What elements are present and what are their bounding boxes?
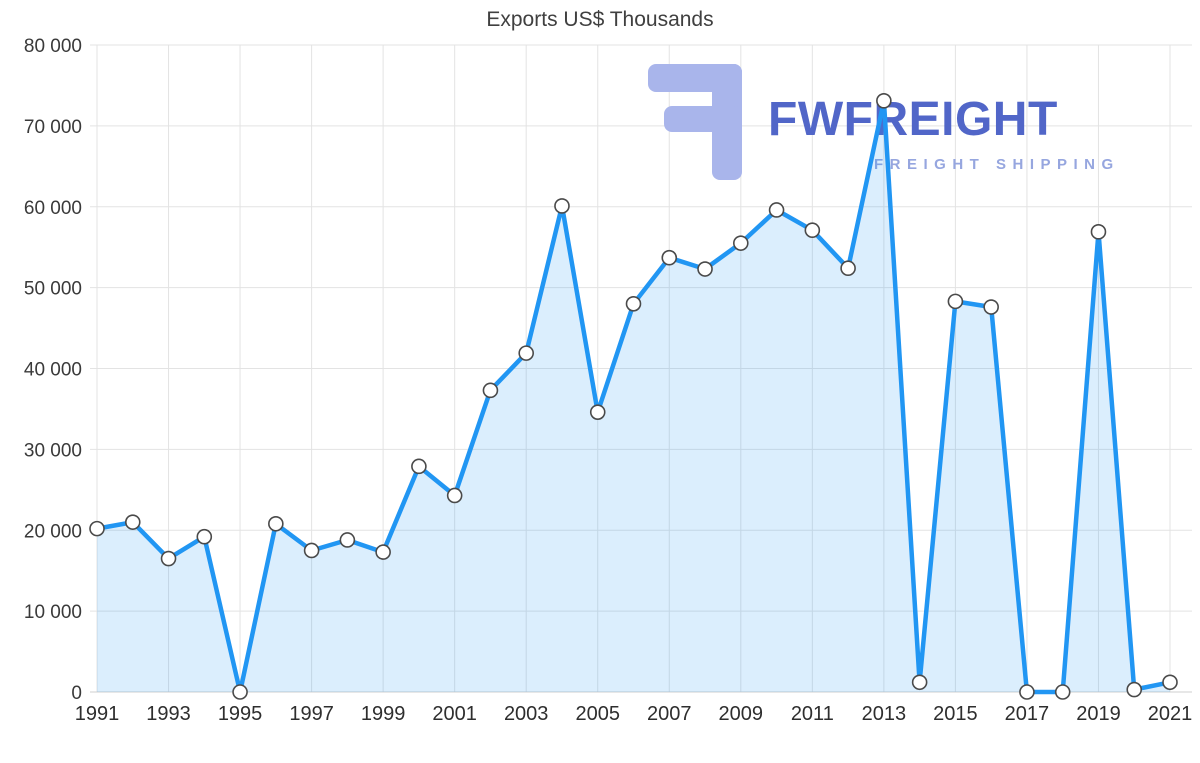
- y-axis-label: 80 000: [24, 36, 82, 57]
- watermark-brand-text: FWFREIGHT: [768, 93, 1058, 146]
- x-axis-label: 2007: [647, 703, 692, 725]
- data-point-marker[interactable]: [804, 222, 821, 239]
- y-axis-label: 10 000: [24, 602, 82, 623]
- data-point-marker[interactable]: [160, 550, 177, 567]
- watermark-text-block: FWFREIGHT FREIGHT SHIPPING: [768, 64, 1120, 174]
- x-axis-label: 1991: [75, 703, 120, 725]
- data-point-marker[interactable]: [89, 520, 105, 537]
- y-axis-label: 20 000: [24, 521, 82, 542]
- data-point-marker[interactable]: [196, 528, 213, 545]
- area-fill: [97, 100, 1170, 693]
- logo-shape: [664, 106, 742, 132]
- x-axis-label: 2017: [1005, 703, 1050, 725]
- data-point-marker[interactable]: [1090, 224, 1107, 240]
- data-point-marker[interactable]: [375, 544, 391, 560]
- y-axis-label: 70 000: [24, 117, 82, 138]
- data-point-marker[interactable]: [411, 458, 427, 475]
- y-axis-label: 50 000: [24, 279, 82, 300]
- y-axis-label: 0: [71, 683, 82, 704]
- x-axis-label: 2019: [1076, 703, 1121, 725]
- data-point-marker[interactable]: [589, 404, 606, 420]
- x-axis-label: 1995: [218, 703, 263, 725]
- data-point-marker[interactable]: [482, 382, 499, 399]
- data-point-marker[interactable]: [554, 198, 570, 214]
- x-axis-label: 2001: [432, 703, 477, 725]
- data-point-marker[interactable]: [339, 532, 356, 548]
- x-axis-label: 1999: [361, 703, 406, 725]
- x-axis-label: 1993: [146, 703, 191, 725]
- x-axis-label: 2015: [933, 703, 978, 725]
- data-point-marker[interactable]: [446, 487, 463, 504]
- data-point-marker[interactable]: [518, 345, 535, 361]
- y-axis-label: 30 000: [24, 440, 82, 461]
- watermark: FWFREIGHT FREIGHT SHIPPING: [648, 64, 1120, 180]
- data-point-marker[interactable]: [840, 260, 856, 277]
- data-point-marker[interactable]: [876, 93, 892, 109]
- fwfreight-logo-icon: [648, 64, 742, 180]
- data-point-marker[interactable]: [1054, 684, 1071, 700]
- y-axis-label: 60 000: [24, 198, 82, 219]
- data-point-marker[interactable]: [768, 202, 785, 218]
- y-axis-label: 40 000: [24, 360, 82, 381]
- x-axis-label: 2009: [719, 703, 764, 725]
- data-point-marker[interactable]: [268, 515, 284, 532]
- data-point-marker[interactable]: [947, 293, 964, 310]
- logo-shape: [648, 64, 742, 92]
- data-point-marker[interactable]: [625, 295, 642, 312]
- data-point-marker[interactable]: [303, 542, 320, 559]
- x-axis-label: 2005: [575, 703, 620, 725]
- x-axis-label: 2021: [1148, 703, 1193, 725]
- data-point-marker[interactable]: [697, 261, 713, 277]
- x-axis-label: 2003: [504, 703, 549, 725]
- x-axis-label: 1997: [289, 703, 334, 725]
- data-point-marker[interactable]: [232, 684, 248, 700]
- data-point-marker[interactable]: [661, 249, 678, 266]
- data-point-marker[interactable]: [1126, 681, 1143, 698]
- data-point-marker[interactable]: [732, 235, 749, 251]
- data-point-marker[interactable]: [983, 299, 999, 315]
- data-point-marker[interactable]: [124, 514, 141, 530]
- data-point-marker[interactable]: [1162, 674, 1178, 691]
- x-axis-label: 2013: [862, 703, 907, 725]
- data-point-marker[interactable]: [1019, 684, 1035, 700]
- data-point-marker[interactable]: [911, 674, 928, 691]
- watermark-tagline-text: FREIGHT SHIPPING: [874, 156, 1120, 173]
- x-axis-label: 2011: [791, 703, 834, 725]
- chart-title: Exports US$ Thousands: [486, 8, 714, 31]
